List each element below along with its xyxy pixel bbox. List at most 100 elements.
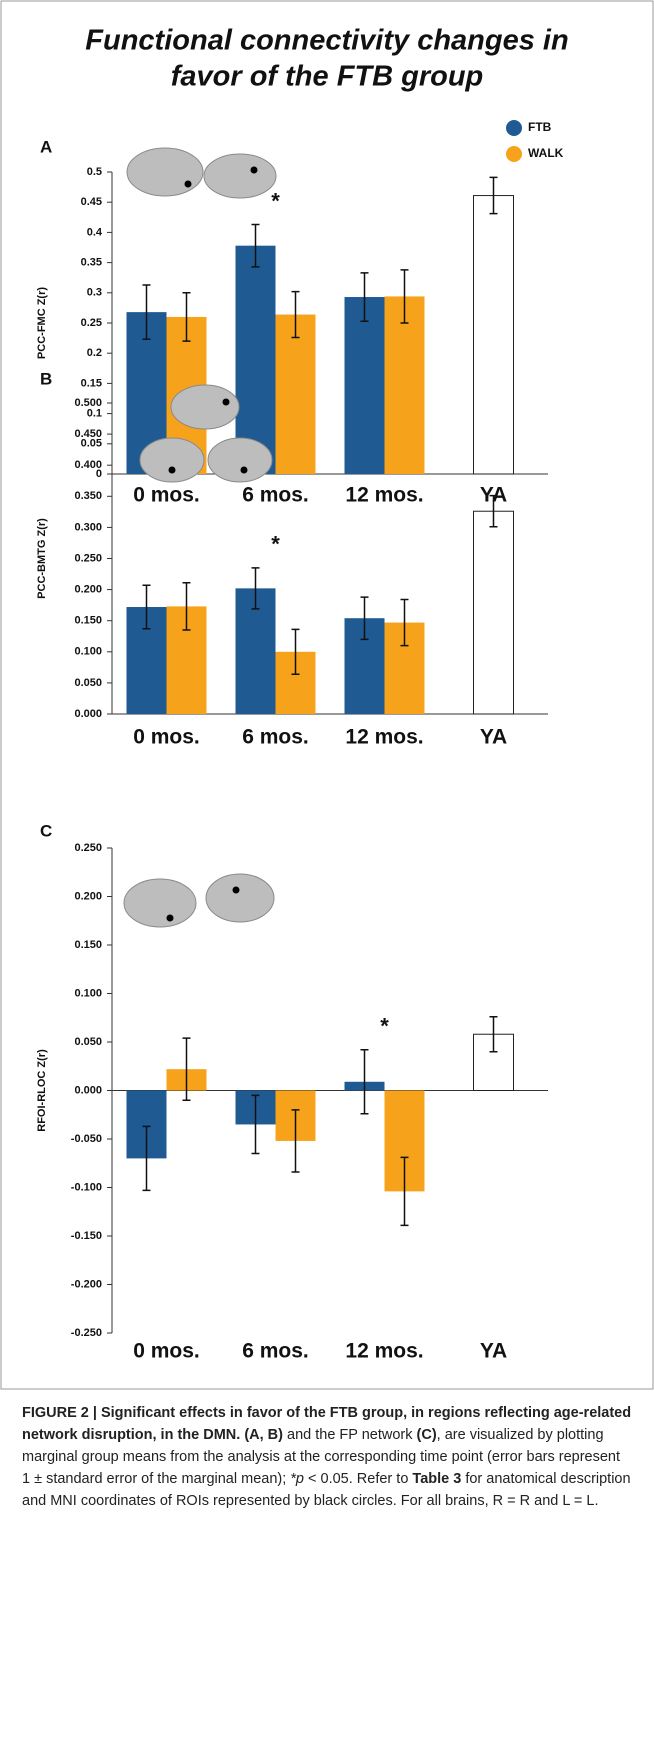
x-tick-label: 6 mos.: [242, 484, 309, 507]
bar: [473, 510, 514, 715]
error-bar: [182, 582, 191, 631]
bar: [235, 245, 276, 474]
y-tick-label: 0.1: [87, 408, 102, 420]
y-tick-label: 0.2: [87, 347, 102, 359]
x-tick-label: YA: [480, 726, 507, 749]
figure-border: [0, 0, 654, 1390]
roi-marker: [222, 398, 230, 406]
significance-marker: *: [271, 188, 280, 213]
error-bar: [400, 598, 409, 647]
figure: Functional connectivity changes in favor…: [0, 0, 654, 1390]
y-tick-label: 0.100: [74, 646, 102, 658]
x-tick-label: 0 mos.: [133, 484, 200, 507]
caption-text: and the FP network: [283, 1427, 417, 1443]
caption-text: (C): [416, 1427, 437, 1443]
brain-icon: [139, 437, 205, 483]
brain-icon: [170, 384, 240, 430]
significance-marker: *: [271, 532, 280, 557]
y-tick-label: 0.350: [74, 490, 102, 502]
x-tick-label: 12 mos.: [345, 1340, 423, 1363]
y-tick-label: 0.200: [74, 584, 102, 596]
error-bar: [142, 584, 151, 630]
brain-icon: [205, 873, 275, 923]
y-tick-label: 0.500: [74, 397, 102, 409]
error-bar: [142, 1125, 151, 1192]
y-axis-label: RFOI-RLOC Z(r): [36, 1049, 48, 1132]
y-tick-label: 0.000: [74, 1084, 102, 1096]
y-tick-label: -0.200: [71, 1278, 102, 1290]
panel-label: A: [40, 137, 52, 156]
error-bar: [489, 1016, 498, 1053]
y-tick-label: 0.200: [74, 890, 102, 902]
caption-text: < 0.05. Refer to: [304, 1471, 413, 1487]
y-tick-label: 0.000: [74, 708, 102, 720]
y-tick-label: 0.250: [74, 842, 102, 854]
error-bar: [182, 1037, 191, 1101]
y-tick-label: 0.15: [81, 377, 102, 389]
error-bar: [360, 596, 369, 641]
legend-swatch: [506, 120, 522, 136]
y-tick-label: 0.5: [87, 166, 102, 178]
y-axis-label: PCC-BMTG Z(r): [36, 518, 48, 599]
legend-label: WALK: [528, 146, 564, 160]
y-tick-label: 0.25: [81, 317, 102, 329]
roi-marker: [250, 166, 258, 174]
roi-marker: [168, 466, 176, 474]
y-tick-label: 0.300: [74, 521, 102, 533]
brain-icon: [126, 147, 204, 197]
caption-text: *p: [290, 1471, 304, 1487]
y-tick-label: 0.3: [87, 287, 102, 299]
panel-label: B: [40, 369, 52, 388]
brain-icon: [203, 153, 277, 199]
error-bar: [489, 494, 498, 528]
roi-marker: [232, 886, 240, 894]
figure-title: Functional connectivity changes in: [85, 25, 568, 57]
y-tick-label: 0.05: [81, 438, 102, 450]
roi-marker: [184, 180, 192, 188]
error-bar: [251, 567, 260, 610]
x-tick-label: 0 mos.: [133, 726, 200, 749]
caption-text: Table 3: [412, 1471, 462, 1487]
error-bar: [142, 284, 151, 341]
significance-marker: *: [380, 1014, 389, 1039]
y-tick-label: 0.35: [81, 257, 102, 269]
roi-marker: [166, 914, 174, 922]
x-tick-label: 0 mos.: [133, 1340, 200, 1363]
caption-text: FIGURE 2 | Significant effects in favor …: [22, 1405, 632, 1443]
y-tick-label: 0.4: [87, 226, 103, 238]
error-bar: [360, 1049, 369, 1115]
caption-text: , are visualized by plotting marginal gr…: [22, 1427, 621, 1487]
y-tick-label: -0.050: [71, 1133, 102, 1145]
panel-label: C: [40, 821, 52, 840]
error-bar: [291, 1109, 300, 1173]
figure-caption: FIGURE 2 | Significant effects in favor …: [22, 1402, 632, 1512]
y-tick-label: 0: [96, 468, 102, 480]
y-tick-label: 0.050: [74, 677, 102, 689]
y-tick-label: 0.100: [74, 987, 102, 999]
legend-swatch: [506, 146, 522, 162]
error-bar: [182, 292, 191, 342]
bar: [344, 297, 385, 474]
bar: [473, 195, 514, 475]
legend-label: FTB: [528, 120, 552, 134]
error-bar: [360, 272, 369, 322]
error-bar: [251, 223, 260, 268]
caption-text: for anatomical description and MNI coord…: [22, 1471, 631, 1509]
y-tick-label: 0.250: [74, 552, 102, 564]
figure-title: favor of the FTB group: [171, 61, 484, 93]
y-tick-label: 0.400: [74, 459, 102, 471]
x-tick-label: 12 mos.: [345, 726, 423, 749]
error-bar: [291, 290, 300, 339]
y-tick-label: 0.150: [74, 939, 102, 951]
y-tick-label: -0.150: [71, 1230, 102, 1242]
error-bar: [400, 269, 409, 324]
x-tick-label: 6 mos.: [242, 726, 309, 749]
x-tick-label: 6 mos.: [242, 1340, 309, 1363]
y-tick-label: 0.450: [74, 428, 102, 440]
roi-marker: [240, 466, 248, 474]
brain-icon: [123, 878, 197, 928]
brain-icon: [207, 437, 273, 483]
y-tick-label: 0.45: [81, 196, 102, 208]
x-tick-label: YA: [480, 1340, 507, 1363]
